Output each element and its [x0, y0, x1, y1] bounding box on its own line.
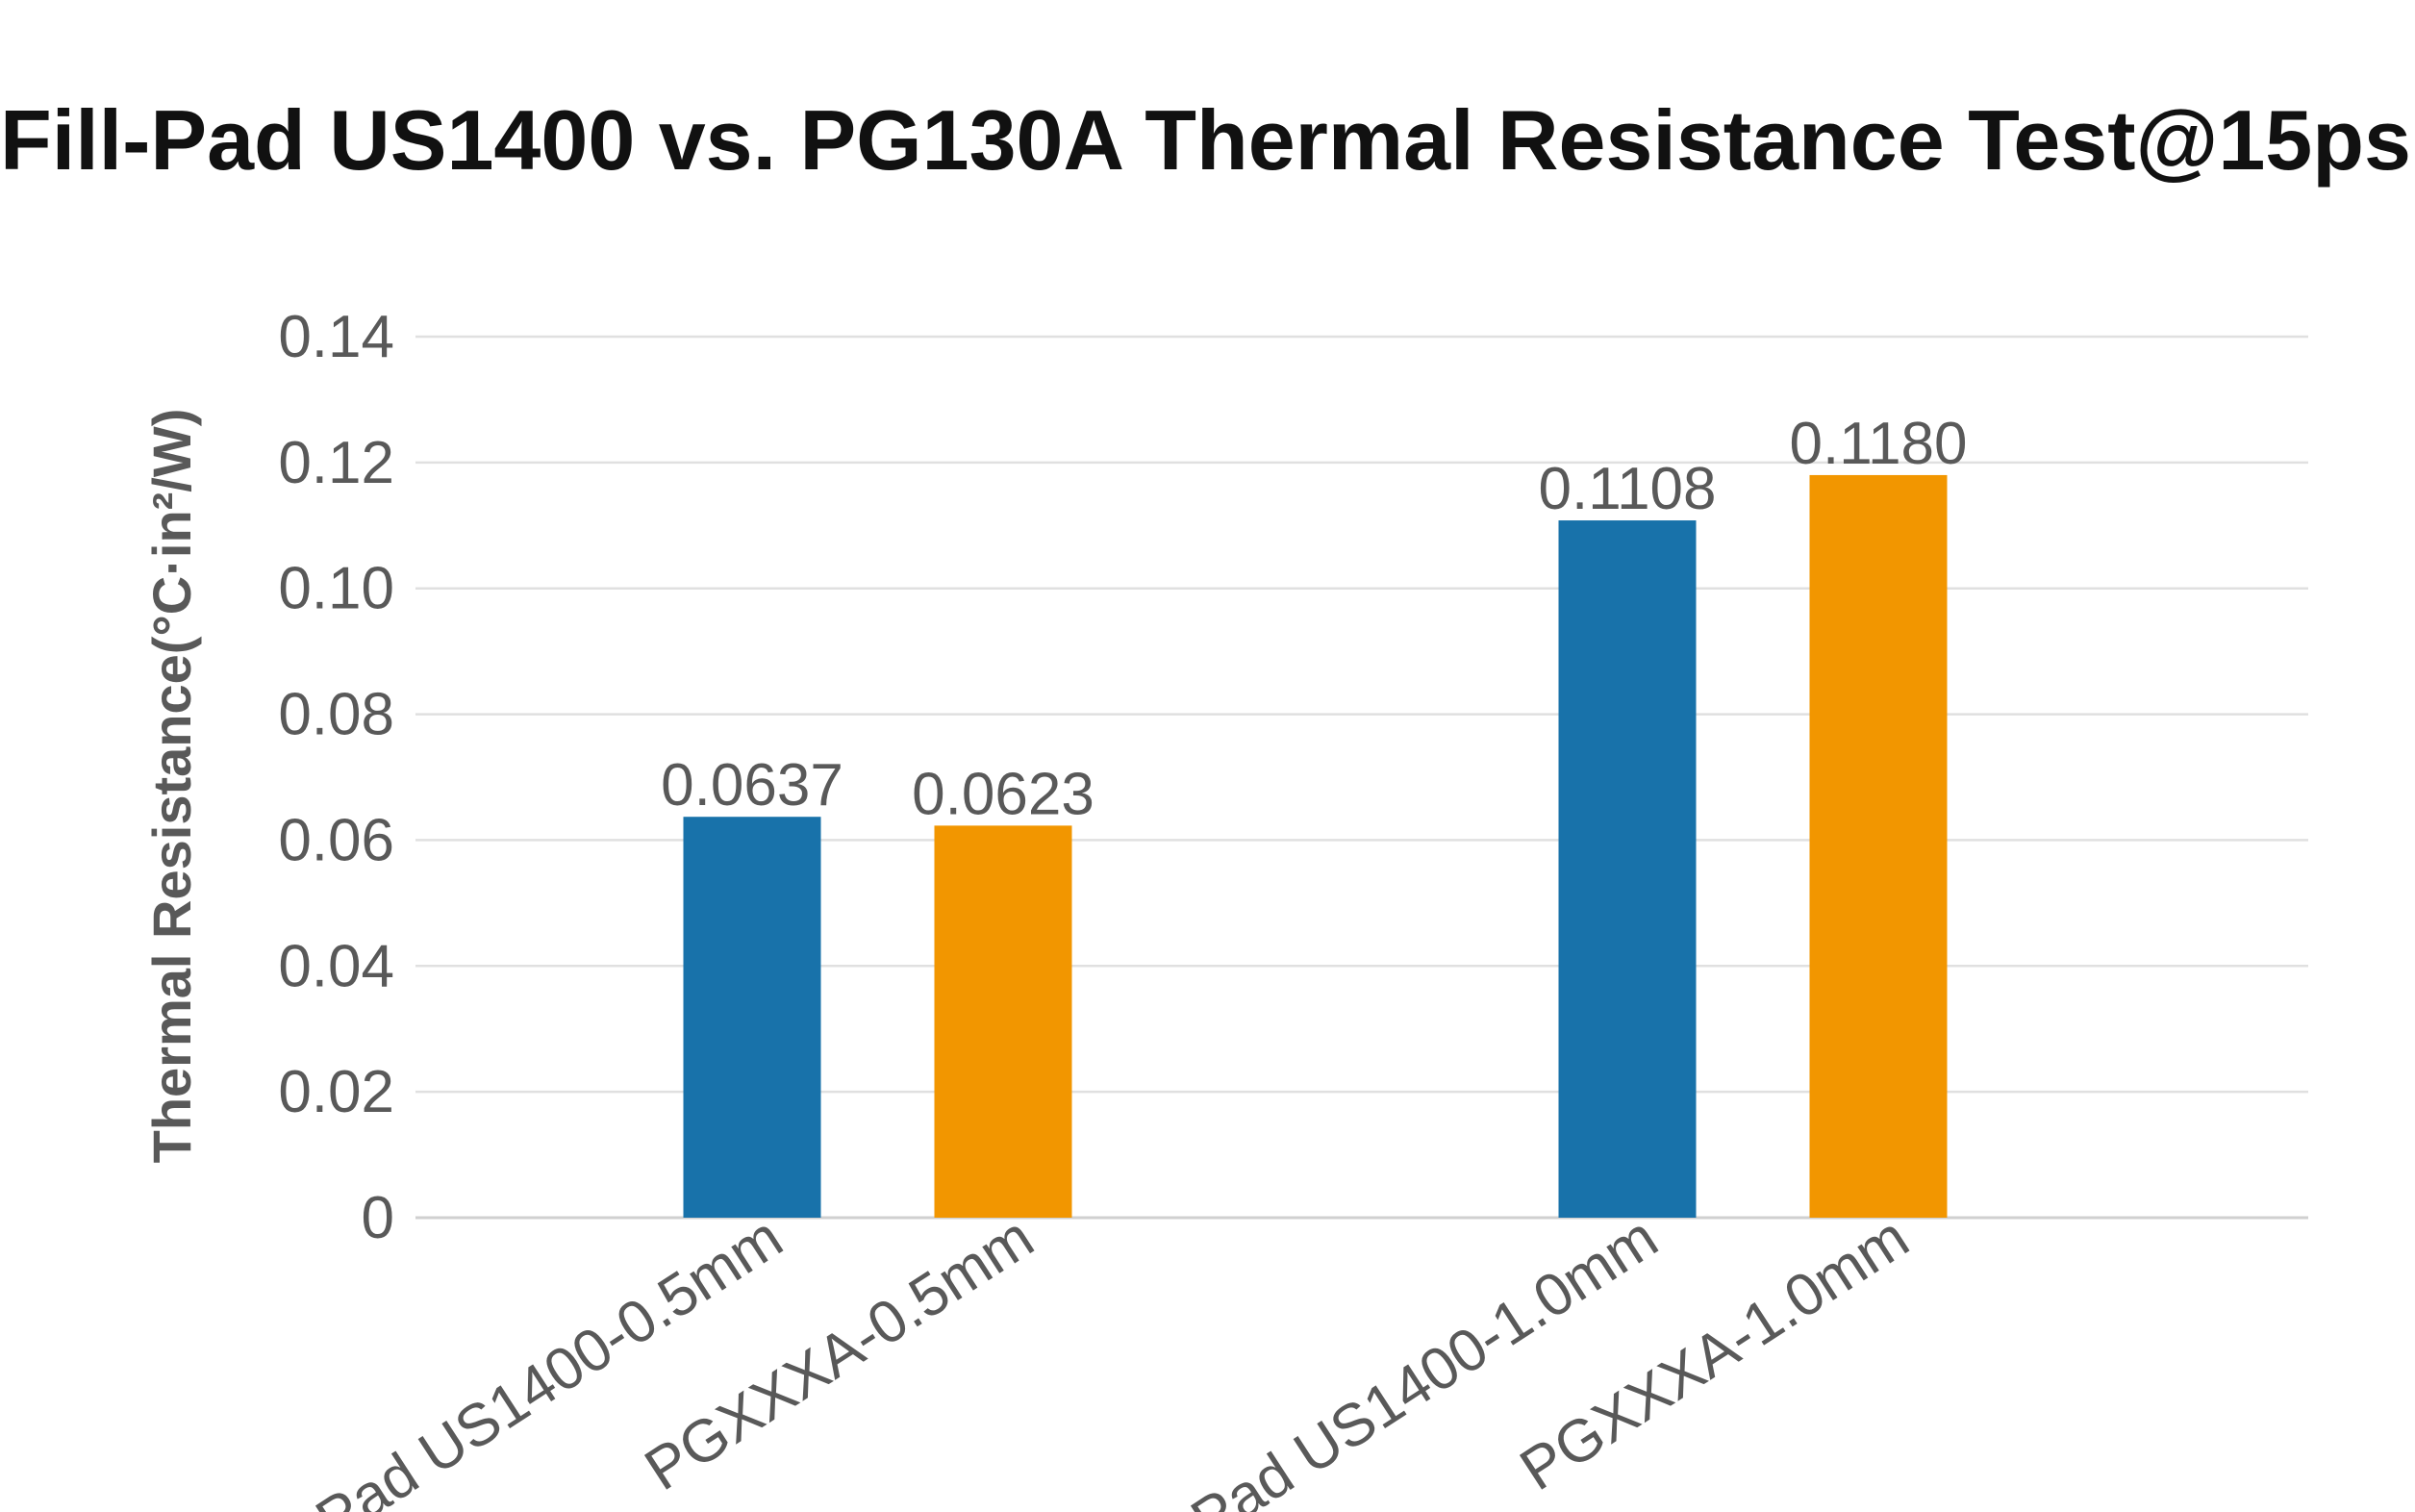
- y-axis-title: Thermal Resistance(°C·in²/W): [141, 409, 202, 1164]
- y-tick-label: 0.06: [278, 807, 394, 873]
- data-label: 0.0623: [912, 761, 1094, 827]
- y-tick-label: 0.04: [278, 933, 394, 999]
- y-tick-label: 0.14: [278, 304, 394, 370]
- bar: [934, 825, 1072, 1218]
- data-label: 0.1180: [1789, 411, 1967, 477]
- bar: [683, 817, 821, 1218]
- bar: [1809, 474, 1948, 1218]
- chart-title: Fill-Pad US1400 vs. PG130A Thermal Resis…: [0, 92, 2415, 188]
- data-label: 0.0637: [661, 752, 843, 819]
- bars: [683, 474, 1948, 1218]
- y-tick-label: 0.08: [278, 682, 394, 748]
- y-tick-label: 0.12: [278, 430, 394, 496]
- y-tick-label: 0.02: [278, 1059, 394, 1125]
- data-label: 0.1108: [1538, 456, 1716, 522]
- y-axis-ticks: 0 0.02 0.04 0.06 0.08 0.10 0.12 0.14: [278, 304, 394, 1251]
- data-labels: 0.0637 0.0623 0.1108 0.1180: [661, 411, 1967, 827]
- y-tick-label: 0: [362, 1185, 394, 1251]
- y-tick-label: 0.10: [278, 556, 394, 622]
- bar: [1558, 520, 1697, 1218]
